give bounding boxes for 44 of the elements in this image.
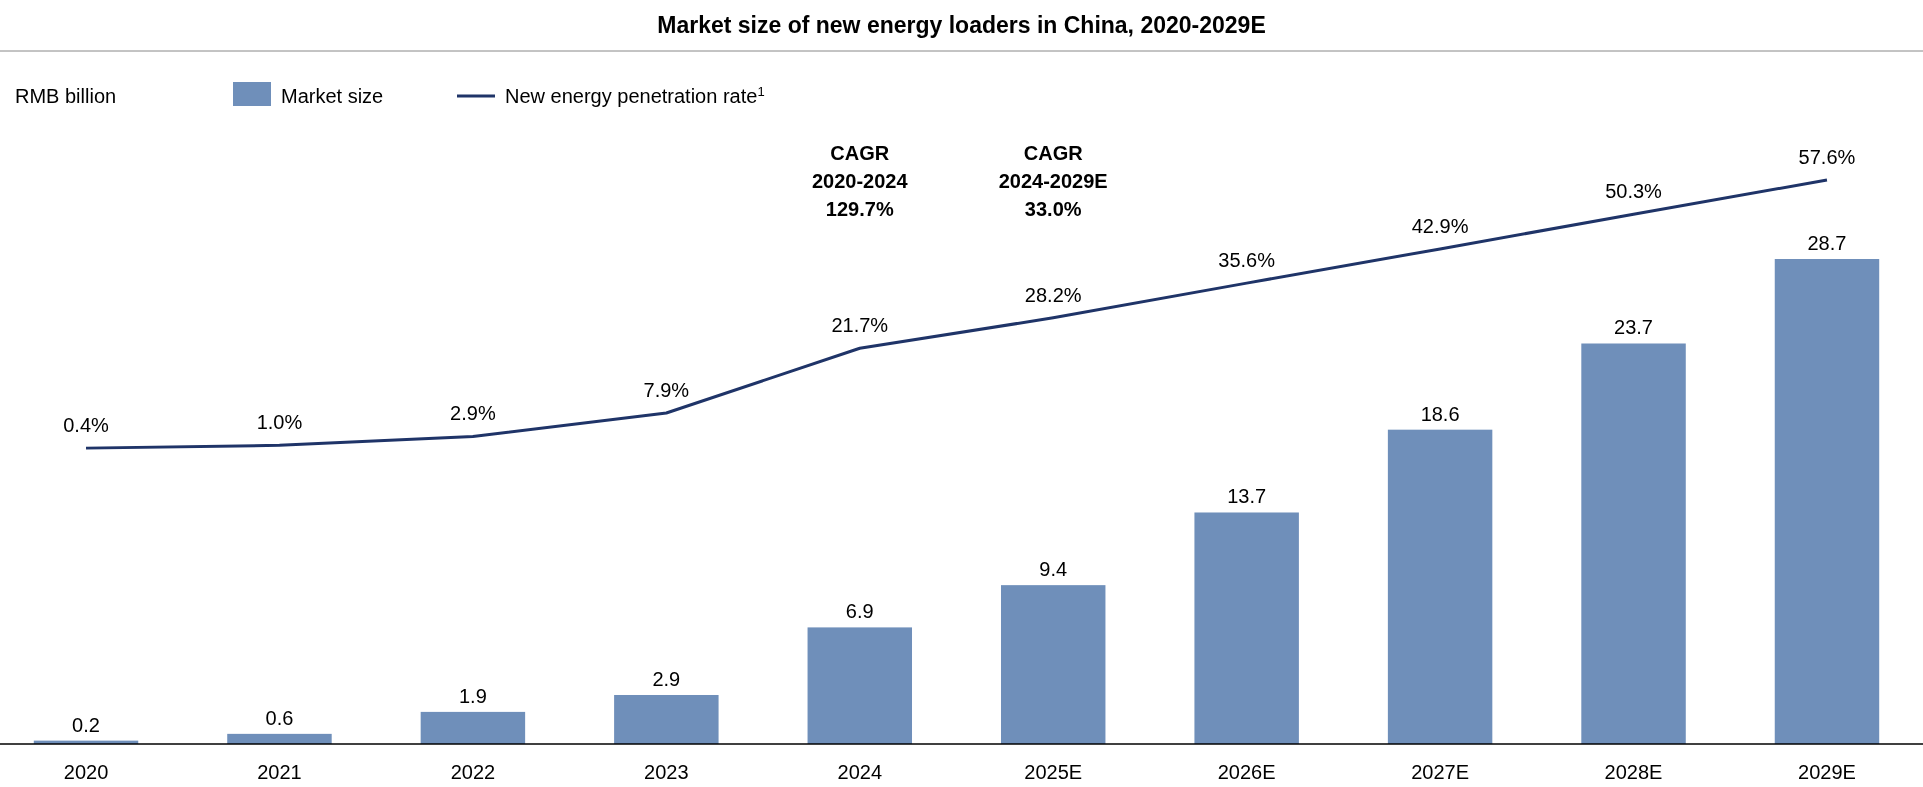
text: CAGR 2024-2029E 33.0%	[998, 142, 1108, 220]
data-label: 1.0%	[256, 411, 303, 434]
x-tick-label: 2029E	[1798, 761, 1856, 783]
bar	[1581, 343, 1686, 744]
data-label: 42.9%	[1411, 214, 1469, 237]
x-tick-label: 2026E	[1217, 761, 1276, 783]
x-tick-label: 2022	[450, 761, 496, 783]
data-label: 7.9%	[643, 378, 690, 401]
data-label: 9.4	[1039, 558, 1068, 581]
data-label: 0.6	[265, 706, 294, 729]
data-label: 57.6%	[1798, 146, 1856, 168]
data-label: 28.7	[1807, 232, 1847, 254]
x-tick-label: 2023	[644, 761, 689, 783]
x-tick-label: 2020	[63, 761, 109, 783]
data-label: 2.9%	[450, 402, 496, 425]
data-label: 28.2%	[1024, 283, 1082, 306]
data-label: 21.7%	[831, 314, 889, 337]
bar	[420, 711, 526, 744]
data-label: 0.4%	[63, 414, 110, 437]
data-label: 23.7	[1614, 316, 1654, 339]
data-label: 13.7	[1227, 485, 1267, 508]
x-tick-label: 2025E	[1024, 761, 1083, 783]
data-label: 18.6	[1420, 402, 1460, 425]
x-tick-label: 2024	[837, 761, 883, 783]
chart-title: Market size of new energy loaders in China, 2020-2029E	[657, 12, 1266, 38]
bar	[807, 627, 913, 744]
x-tick-label: 2028E	[1604, 761, 1663, 783]
data-label: 1.9	[458, 684, 487, 707]
bar	[1194, 512, 1299, 744]
legend-label: New energy penetration rate$^{1}$	[505, 83, 765, 107]
legend-label: Market size	[281, 85, 384, 107]
bar	[1387, 429, 1493, 744]
bar	[614, 694, 719, 744]
data-label: 50.3%	[1605, 180, 1663, 203]
data-label: 35.6%	[1218, 249, 1276, 272]
data-label: 0.2	[72, 713, 100, 736]
x-tick-label: 2027E	[1411, 761, 1470, 783]
bar	[1000, 585, 1106, 744]
text: CAGR 2020-2024 129.7%	[811, 142, 909, 220]
data-label: 2.9	[652, 667, 681, 690]
data-label: 6.9	[845, 600, 874, 623]
x-tick-label: 2021	[257, 761, 302, 783]
text: RMB billion	[15, 85, 117, 107]
bar	[1774, 259, 1880, 744]
